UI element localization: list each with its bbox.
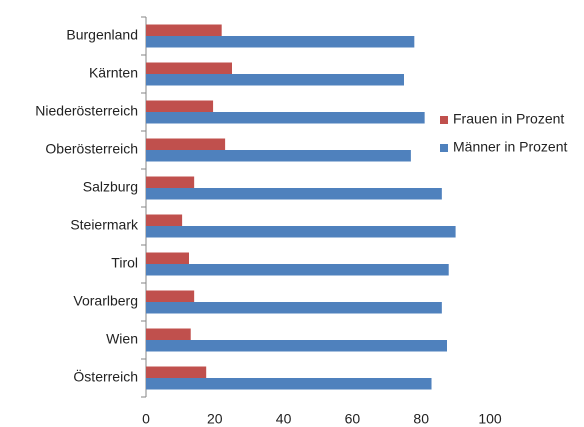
legend-label: Männer in Prozent (453, 139, 568, 155)
y-tick-label: Vorarlberg (73, 293, 138, 309)
bar (146, 252, 189, 264)
legend-swatch (440, 144, 448, 152)
y-tick-label: Oberösterreich (45, 141, 138, 157)
y-tick-label: Wien (106, 331, 138, 347)
y-tick-label: Tirol (111, 255, 138, 271)
y-tick-label: Kärnten (89, 65, 138, 81)
x-tick-label: 40 (276, 411, 292, 427)
bar (146, 378, 432, 390)
legend-swatch (440, 116, 448, 124)
bar (146, 214, 183, 226)
bar (146, 290, 195, 302)
y-tick-label: Burgenland (66, 27, 138, 43)
bar (146, 176, 195, 188)
bar (146, 62, 232, 74)
y-tick-label: Salzburg (83, 179, 138, 195)
bar (146, 226, 456, 238)
bar (146, 100, 214, 112)
x-tick-label: 100 (478, 411, 502, 427)
bar (146, 138, 226, 150)
x-tick-label: 0 (142, 411, 150, 427)
bar (146, 24, 222, 36)
y-tick-label: Österreich (73, 368, 138, 385)
x-tick-label: 80 (413, 411, 429, 427)
bar (146, 74, 404, 86)
bar (146, 36, 415, 48)
x-tick-label: 20 (207, 411, 223, 427)
bar (146, 340, 447, 352)
legend-label: Frauen in Prozent (453, 111, 564, 127)
bar (146, 188, 442, 200)
bar (146, 264, 449, 276)
bar (146, 150, 411, 162)
bar (146, 366, 207, 378)
bar (146, 112, 425, 124)
y-tick-label: Niederösterreich (35, 103, 138, 119)
x-tick-label: 60 (345, 411, 361, 427)
bar (146, 328, 191, 340)
bar (146, 302, 442, 314)
y-tick-label: Steiermark (70, 217, 139, 233)
